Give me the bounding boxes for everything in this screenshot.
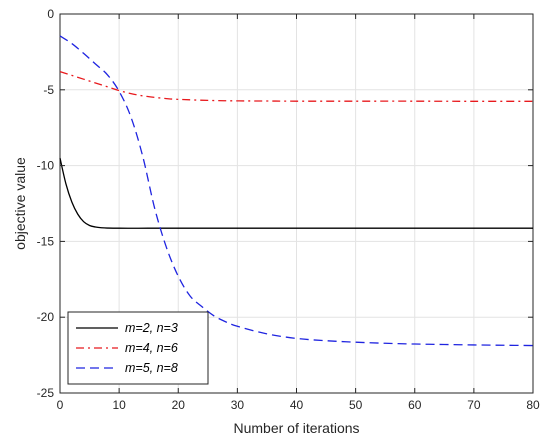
series-line-2: [59, 70, 534, 102]
y-axis-label: objective value: [12, 157, 28, 250]
legend-label: m=2, n=3: [125, 321, 178, 335]
series-layer: [59, 35, 534, 347]
x-tick-label: 70: [467, 398, 481, 412]
y-tick-label: 0: [47, 7, 54, 21]
x-tick-label: 10: [112, 398, 126, 412]
y-tick-label: -20: [37, 310, 55, 324]
legend-box: [67, 311, 209, 385]
x-tick-label: 40: [290, 398, 304, 412]
x-tick-label: 50: [349, 398, 363, 412]
series-line-1: [59, 157, 533, 229]
x-tick-label: 30: [231, 398, 245, 412]
x-tick-label: 60: [408, 398, 422, 412]
y-tick-label: -5: [43, 83, 54, 97]
y-tick-label: -25: [37, 386, 55, 400]
x-tick-label: 0: [57, 398, 64, 412]
y-tick-label: -10: [37, 159, 55, 173]
x-axis-label: Number of iterations: [233, 420, 359, 436]
legend-label: m=4, n=6: [125, 341, 178, 355]
x-tick-label: 20: [172, 398, 186, 412]
legend: m=2, n=3 m=4, n=6 m=5, n=8: [67, 311, 209, 385]
y-tick-label: -15: [37, 234, 55, 248]
y-axis-ticks: 0 -5 -10 -15 -20 -25: [37, 7, 533, 400]
x-tick-label: 80: [526, 398, 540, 412]
legend-label: m=5, n=8: [125, 361, 178, 375]
x-axis-ticks: 0 10 20 30 40 50 60 70 80: [57, 14, 540, 412]
series-line-3: [59, 35, 534, 347]
